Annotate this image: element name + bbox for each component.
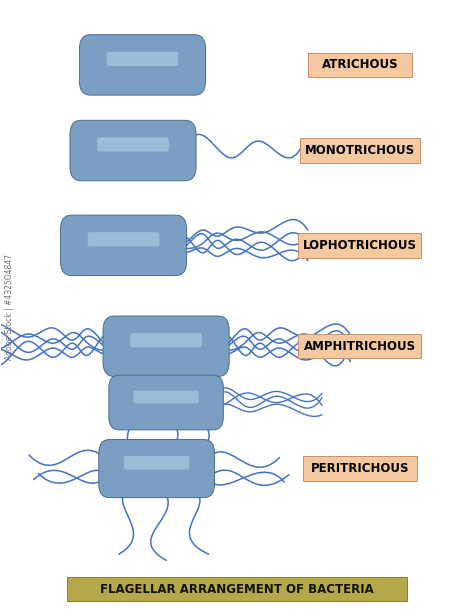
FancyBboxPatch shape bbox=[308, 53, 412, 77]
FancyBboxPatch shape bbox=[107, 51, 178, 66]
FancyBboxPatch shape bbox=[134, 390, 199, 403]
FancyBboxPatch shape bbox=[109, 375, 223, 430]
FancyBboxPatch shape bbox=[299, 233, 421, 257]
Text: AMPHITRICHOUS: AMPHITRICHOUS bbox=[304, 340, 416, 352]
Text: PERITRICHOUS: PERITRICHOUS bbox=[310, 462, 409, 475]
FancyBboxPatch shape bbox=[80, 35, 206, 95]
FancyBboxPatch shape bbox=[103, 316, 229, 376]
FancyBboxPatch shape bbox=[70, 120, 196, 181]
FancyBboxPatch shape bbox=[99, 440, 215, 498]
Text: LOPHOTRICHOUS: LOPHOTRICHOUS bbox=[303, 239, 417, 252]
Text: FLAGELLAR ARRANGEMENT OF BACTERIA: FLAGELLAR ARRANGEMENT OF BACTERIA bbox=[100, 582, 374, 596]
FancyBboxPatch shape bbox=[67, 577, 407, 601]
FancyBboxPatch shape bbox=[299, 334, 421, 359]
Text: MONOTRICHOUS: MONOTRICHOUS bbox=[305, 144, 415, 157]
FancyBboxPatch shape bbox=[303, 456, 417, 481]
FancyBboxPatch shape bbox=[124, 456, 189, 470]
Text: Adobe Stock | #4325O4847: Adobe Stock | #4325O4847 bbox=[5, 254, 14, 359]
FancyBboxPatch shape bbox=[88, 232, 159, 246]
FancyBboxPatch shape bbox=[97, 137, 169, 151]
Text: ATRICHOUS: ATRICHOUS bbox=[321, 58, 398, 71]
FancyBboxPatch shape bbox=[300, 139, 420, 163]
FancyBboxPatch shape bbox=[61, 215, 187, 276]
FancyBboxPatch shape bbox=[130, 333, 202, 348]
